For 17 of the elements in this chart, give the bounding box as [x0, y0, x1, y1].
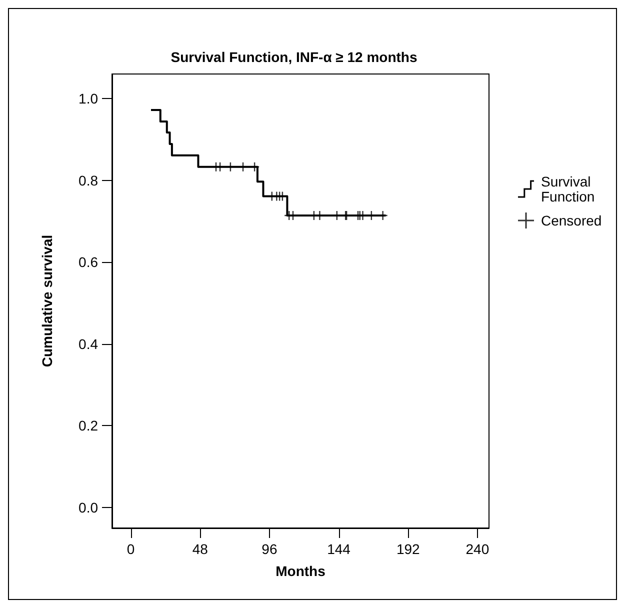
- y-tick-label: 1.0: [78, 90, 98, 107]
- x-tick-label: 240: [466, 541, 490, 557]
- legend-label: Censored: [541, 212, 602, 228]
- x-axis-title: Months: [276, 563, 326, 579]
- x-tick-label: 192: [396, 541, 420, 557]
- y-axis-title: Cumulative survival: [39, 234, 55, 368]
- y-tick-label: 0.6: [78, 254, 98, 270]
- x-tick-label: 0: [126, 541, 135, 557]
- x-tick-label: 144: [327, 541, 351, 557]
- y-tick-label: 0.4: [78, 336, 98, 352]
- x-tick-label: 48: [192, 541, 208, 557]
- y-tick-label: 0.2: [78, 418, 98, 434]
- legend-label: Survival Function: [541, 174, 595, 204]
- chart-title: Survival Function, INF-α ≥ 12 months: [170, 49, 418, 65]
- y-tick-label: 0.8: [78, 172, 98, 188]
- x-tick-label: 96: [262, 541, 278, 557]
- y-tick-label: 0.0: [78, 500, 98, 516]
